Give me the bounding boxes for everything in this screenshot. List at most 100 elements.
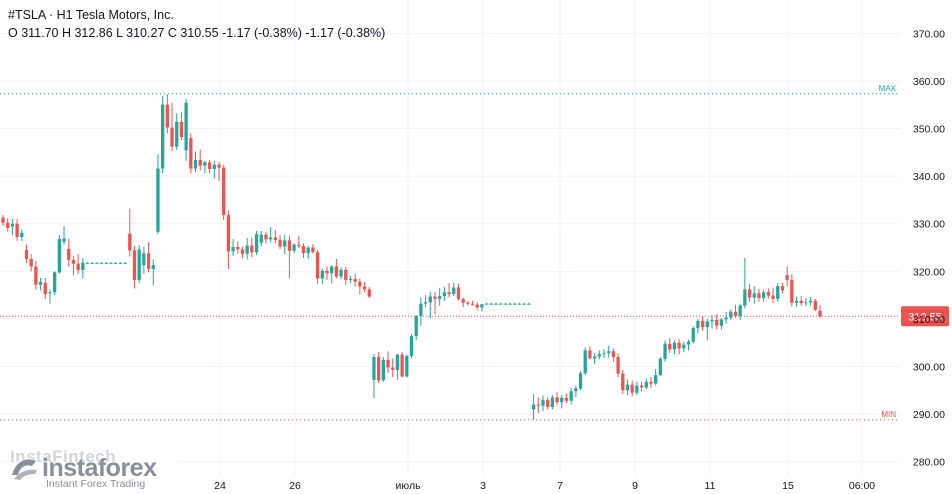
price-tick-label: 370.00 <box>913 28 945 40</box>
candle <box>527 302 531 305</box>
candle <box>292 243 296 254</box>
candle <box>386 351 390 374</box>
time-axis: 24 26 июль 3 7 9 11 15 06:00 <box>214 480 875 492</box>
instaforex-watermark: InstaFintech instaforex Instant Forex Tr… <box>4 445 180 494</box>
candle-body <box>217 164 221 168</box>
candle-body <box>691 327 695 342</box>
candle <box>780 282 785 294</box>
candle <box>114 262 118 265</box>
price-axis: 280.00 290.00 300.00 310.00 320.00 330.00 340.… <box>913 28 945 468</box>
candle-body <box>738 305 742 317</box>
candle-body <box>583 350 587 374</box>
candle-body <box>372 357 376 380</box>
candle <box>560 395 564 409</box>
candle-body <box>76 263 80 270</box>
candle-body <box>630 384 634 393</box>
candle-body <box>752 293 756 298</box>
candle-body <box>780 286 785 291</box>
candle-body <box>268 237 273 240</box>
candle-body <box>747 289 752 298</box>
candle <box>597 350 601 360</box>
candle <box>592 353 597 364</box>
candle-body <box>686 341 691 345</box>
candle <box>762 289 766 302</box>
candle-body <box>104 262 108 264</box>
candle-body <box>654 375 658 384</box>
candle <box>278 235 282 249</box>
candle-body <box>339 269 343 277</box>
candle <box>240 246 245 258</box>
candle-body <box>20 232 24 238</box>
price-tick-label: 290.00 <box>913 409 945 421</box>
candle <box>733 304 738 318</box>
candle <box>672 340 677 355</box>
candle-body <box>146 253 151 269</box>
candle <box>771 287 775 304</box>
candle <box>729 309 733 320</box>
candle <box>170 102 174 152</box>
candle <box>442 287 447 301</box>
candle-body <box>724 317 728 320</box>
candle-body <box>757 293 761 298</box>
candle <box>668 337 672 354</box>
candle-body <box>48 292 52 294</box>
candle <box>691 326 695 344</box>
candle <box>376 352 381 384</box>
candle-body <box>550 397 555 407</box>
candle <box>794 297 799 307</box>
candle-body <box>57 238 61 273</box>
candle <box>53 271 57 296</box>
candle-body <box>334 266 339 277</box>
candle-body <box>287 240 292 251</box>
candle <box>20 229 24 241</box>
candle <box>466 300 470 306</box>
candle <box>808 297 813 306</box>
candle-body <box>109 262 113 264</box>
candle <box>283 234 287 255</box>
candle-body <box>95 262 99 264</box>
price-tick-label: 280.00 <box>913 457 945 469</box>
candle-body <box>118 262 123 264</box>
candle-body <box>62 238 66 242</box>
candle <box>391 358 395 377</box>
candle-body <box>391 367 395 370</box>
candle <box>588 346 592 360</box>
candle <box>189 133 193 174</box>
candle-body <box>320 270 324 279</box>
candle <box>484 302 489 305</box>
candle <box>569 387 573 405</box>
candle <box>536 397 540 414</box>
level-lines: MAX MIN 310.55 <box>0 84 949 421</box>
candle <box>151 259 155 286</box>
current-price-badge <box>901 306 949 327</box>
candle-body <box>67 248 71 260</box>
candle-body <box>456 287 461 299</box>
candle-body <box>639 385 644 388</box>
candle-body <box>306 247 310 254</box>
chart-header: #TSLA · H1 Tesla Motors, Inc. O 311.70 H… <box>8 6 385 42</box>
candle-body <box>193 159 198 169</box>
candle-body <box>301 246 306 254</box>
candle <box>161 96 165 174</box>
candle-body <box>649 381 653 384</box>
candle <box>461 297 465 308</box>
candle-body <box>344 269 348 280</box>
candle <box>489 302 493 305</box>
candle <box>630 380 634 397</box>
candle-body <box>179 121 184 138</box>
candle-body <box>297 244 301 247</box>
candle <box>320 268 324 285</box>
candle <box>81 257 85 279</box>
candle-body <box>705 321 709 328</box>
candle <box>419 297 423 327</box>
candle <box>654 368 658 386</box>
candle <box>179 111 184 140</box>
candle-body <box>588 350 592 359</box>
time-tick-label: 26 <box>289 480 301 492</box>
candle-body <box>165 104 169 128</box>
watermark-faint-text: InstaFintech <box>10 447 117 466</box>
candle-body <box>184 102 188 151</box>
candle-body <box>353 278 357 282</box>
candle <box>438 287 442 306</box>
